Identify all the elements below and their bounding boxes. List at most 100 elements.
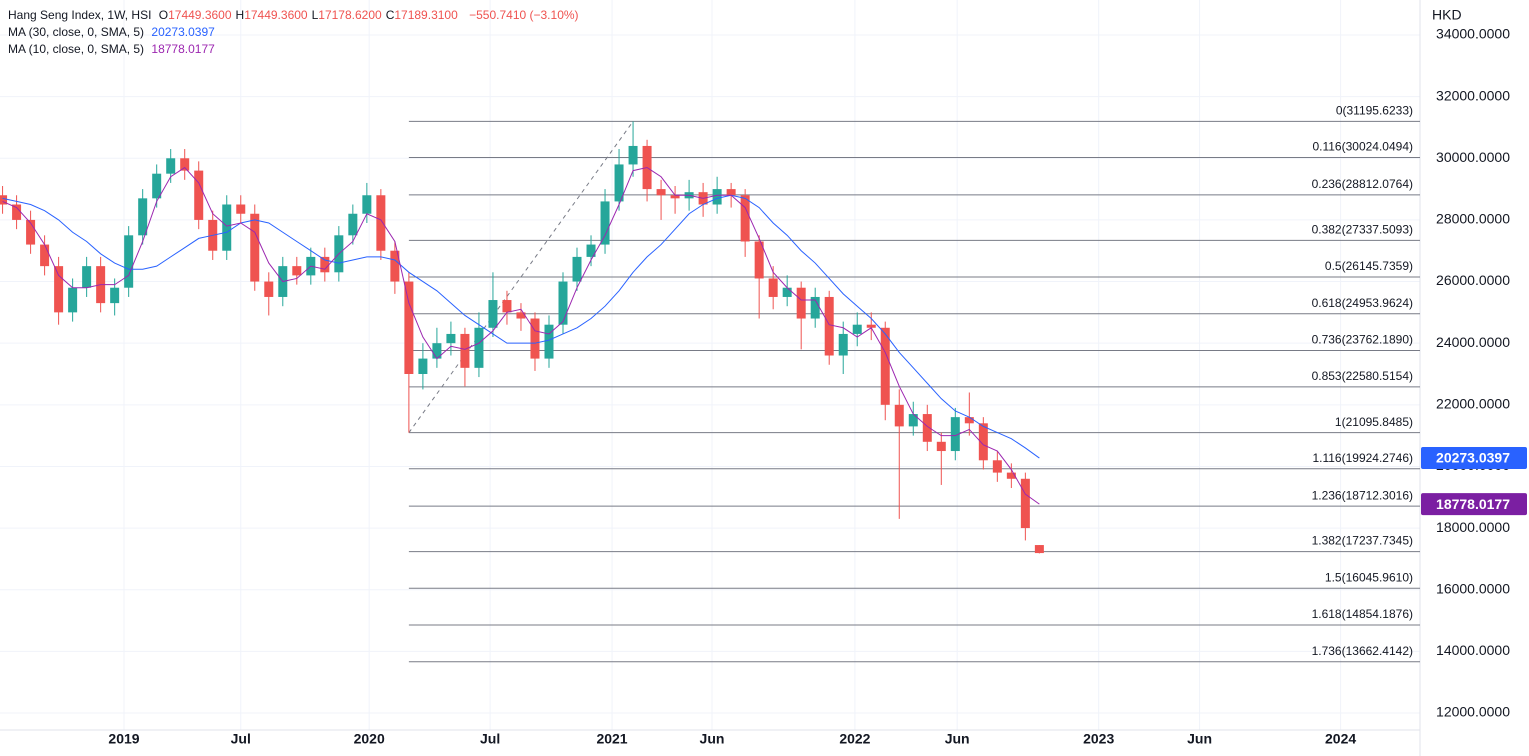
ohlc: O17449.3600 H17449.3600 L17178.6200 C17189.… bbox=[159, 8, 462, 22]
price-badge bbox=[1421, 493, 1527, 516]
price-badge-label: 20273.0397 bbox=[1436, 450, 1510, 466]
candle-body bbox=[474, 327, 484, 368]
candle-body bbox=[68, 287, 78, 313]
x-tick-label: Jul bbox=[480, 731, 500, 747]
y-tick-label: 30000.0000 bbox=[1436, 149, 1510, 165]
ma-line bbox=[2, 166, 1040, 505]
candle-body bbox=[740, 195, 750, 242]
x-tick-label: Jul bbox=[231, 731, 251, 747]
candle-body bbox=[418, 358, 428, 374]
candle-body bbox=[614, 164, 624, 202]
candle-body bbox=[54, 266, 64, 313]
fib-label: 0.736(23762.1890) bbox=[1312, 333, 1413, 347]
currency: HKD bbox=[1432, 7, 1462, 23]
legend-ma30: MA (30, close, 0, SMA, 5) 20273.0397 bbox=[8, 25, 219, 39]
candle-body bbox=[1034, 545, 1044, 554]
candle-body bbox=[348, 213, 358, 236]
candle-body bbox=[292, 266, 302, 276]
candle-body bbox=[936, 441, 946, 452]
ohlc-value: 17449.3600 bbox=[168, 8, 232, 22]
candle-body bbox=[362, 195, 372, 214]
x-tick-label: 2021 bbox=[596, 731, 627, 747]
candle-body bbox=[166, 158, 176, 174]
ohlc-key: H bbox=[235, 8, 245, 22]
y-tick-label: 14000.0000 bbox=[1436, 642, 1510, 658]
candle-body bbox=[516, 312, 526, 319]
y-tick-label: 26000.0000 bbox=[1436, 272, 1510, 288]
candle-body bbox=[880, 327, 890, 405]
candle-body bbox=[264, 281, 274, 297]
candle-body bbox=[838, 333, 848, 356]
candle-body bbox=[656, 189, 666, 196]
y-tick-label: 12000.0000 bbox=[1436, 704, 1510, 720]
y-tick-label: 16000.0000 bbox=[1436, 580, 1510, 596]
candle-body bbox=[110, 287, 120, 304]
price-badge-label: 18778.0177 bbox=[1436, 496, 1510, 512]
candle-body bbox=[992, 460, 1002, 473]
x-tick-label: Jun bbox=[945, 731, 970, 747]
legend-ma10: MA (10, close, 0, SMA, 5) 18778.0177 bbox=[8, 42, 219, 56]
fib-label: 0(31195.6233) bbox=[1336, 104, 1413, 118]
candle-body bbox=[796, 287, 806, 319]
candle-body bbox=[852, 324, 862, 334]
ohlc-key: O bbox=[158, 8, 169, 22]
candle-body bbox=[950, 417, 960, 452]
candle-body bbox=[586, 244, 596, 257]
y-tick-label: 18000.0000 bbox=[1436, 519, 1510, 535]
candle-body bbox=[754, 241, 764, 279]
candle-body bbox=[0, 195, 8, 205]
candle-body bbox=[782, 287, 792, 297]
symbol: Hang Seng Index, 1W, HSI bbox=[8, 8, 152, 22]
x-tick-label: 2023 bbox=[1083, 731, 1114, 747]
y-tick-label: 28000.0000 bbox=[1436, 211, 1510, 227]
ohlc-value: 17189.3100 bbox=[394, 8, 458, 22]
candle-body bbox=[1020, 478, 1030, 529]
x-tick-label: 2020 bbox=[354, 731, 385, 747]
candle-body bbox=[320, 256, 330, 273]
x-tick-label: 2024 bbox=[1325, 731, 1356, 747]
fib-label: 0.116(30024.0494) bbox=[1312, 140, 1413, 154]
candle-body bbox=[1006, 472, 1016, 479]
fib-label: 1.736(13662.4142) bbox=[1312, 644, 1413, 658]
ma-value: 20273.0397 bbox=[151, 25, 215, 39]
candle-body bbox=[600, 201, 610, 245]
fib-label: 1.5(16045.9610) bbox=[1325, 570, 1413, 584]
candle-body bbox=[488, 300, 498, 328]
candle-body bbox=[712, 189, 722, 205]
fib-label: 1.618(14854.1876) bbox=[1312, 607, 1413, 621]
candle-body bbox=[768, 278, 778, 297]
candle-body bbox=[236, 204, 246, 214]
candle-body bbox=[726, 189, 736, 196]
x-tick-label: 2019 bbox=[108, 731, 139, 747]
candle-body bbox=[908, 414, 918, 427]
fib-label: 0.853(22580.5154) bbox=[1312, 369, 1413, 383]
candle-body bbox=[124, 235, 134, 288]
candle-body bbox=[222, 204, 232, 251]
fib-label: 0.236(28812.0764) bbox=[1312, 177, 1413, 191]
candle-body bbox=[558, 281, 568, 325]
fib-label: 1.236(18712.3016) bbox=[1312, 488, 1413, 502]
ma-name: MA (10, close, 0, SMA, 5) bbox=[8, 42, 145, 56]
candle-body bbox=[152, 173, 162, 199]
candle-body bbox=[40, 244, 50, 267]
candle-body bbox=[82, 266, 92, 288]
fib-label: 1(21095.8485) bbox=[1335, 415, 1413, 429]
ma-name: MA (30, close, 0, SMA, 5) bbox=[8, 25, 145, 39]
fib-label: 0.618(24953.9624) bbox=[1312, 296, 1413, 310]
candle-body bbox=[138, 198, 148, 236]
candle-body bbox=[670, 195, 680, 199]
fib-label: 0.5(26145.7359) bbox=[1325, 259, 1413, 273]
candle-body bbox=[530, 318, 540, 359]
price-badge bbox=[1421, 447, 1527, 470]
ohlc-value: 17449.3600 bbox=[244, 8, 308, 22]
x-tick-label: Jun bbox=[1187, 731, 1212, 747]
candle-body bbox=[824, 296, 834, 356]
y-tick-label: 34000.0000 bbox=[1436, 26, 1510, 42]
fib-label: 0.382(27337.5093) bbox=[1312, 223, 1413, 237]
ohlc-key: C bbox=[385, 8, 395, 22]
candle-body bbox=[810, 296, 820, 319]
candle-body bbox=[978, 423, 988, 461]
change: −550.7410 (−3.10%) bbox=[469, 8, 579, 22]
